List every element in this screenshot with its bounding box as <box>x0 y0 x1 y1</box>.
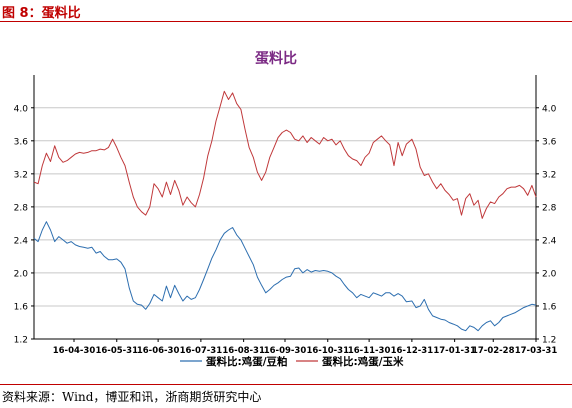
y-tick-label-left: 2.0 <box>14 269 29 279</box>
source-note: 资料来源：Wind，博亚和讯，浙商期货研究中心 <box>2 390 262 404</box>
y-tick-label-right: 4.0 <box>542 104 557 114</box>
y-tick-label-right: 1.2 <box>542 336 556 346</box>
y-tick-label-right: 3.2 <box>542 170 556 180</box>
series-line-2 <box>33 90 537 219</box>
legend: 蛋料比:鸡蛋/豆粕 蛋料比:鸡蛋/玉米 <box>180 355 404 368</box>
axes: 1.2 1.2 1.6 1.6 2.0 2.0 2.4 2.4 2.8 2.8 3.2 3.2 3.6 3… <box>14 75 558 356</box>
legend-label-1: 蛋料比:鸡蛋/豆粕 <box>206 355 288 368</box>
x-tick-label: 16-10-31 <box>306 346 349 356</box>
x-tick-label: 16-09-30 <box>264 346 307 356</box>
y-tick-label-right: 2.4 <box>542 236 557 246</box>
line-chart: 蛋料比 1.2 1.2 1.6 1.6 2.0 2.0 2.4 2.4 2.8 2.8 3.2 3.2… <box>14 50 558 368</box>
series-line-1 <box>33 221 537 332</box>
y-tick-label-left: 4.0 <box>14 104 29 114</box>
footer-rule <box>0 384 572 385</box>
series-lines <box>33 90 537 332</box>
y-tick-label-right: 1.6 <box>542 302 557 312</box>
figure-label: 图 8：蛋料比 <box>2 6 81 21</box>
y-tick-label-left: 1.2 <box>14 336 28 346</box>
x-tick-label: 17-03-31 <box>515 346 558 356</box>
header-rule <box>0 21 572 22</box>
y-tick-label-right: 2.0 <box>542 269 557 279</box>
y-tick-label-left: 1.6 <box>14 302 29 312</box>
y-tick-label-right: 2.8 <box>542 203 557 213</box>
x-tick-label: 16-04-30 <box>53 346 96 356</box>
x-tick-label: 16-11-30 <box>348 346 391 356</box>
x-tick-label: 17-01-31 <box>433 346 476 356</box>
y-tick-label-left: 3.2 <box>14 170 28 180</box>
chart-title: 蛋料比 <box>255 50 297 67</box>
y-tick-label-left: 3.6 <box>14 137 29 147</box>
x-tick-label: 16-06-30 <box>137 346 180 356</box>
x-tick-label: 17-02-28 <box>472 346 515 356</box>
x-tick-label: 16-05-31 <box>95 346 138 356</box>
x-tick-label: 16-12-31 <box>391 346 434 356</box>
y-tick-label-left: 2.4 <box>14 236 29 246</box>
y-tick-label-right: 3.6 <box>542 137 557 147</box>
gridlines <box>34 107 536 340</box>
y-tick-label-left: 2.8 <box>14 203 29 213</box>
chart-container: 蛋料比 1.2 1.2 1.6 1.6 2.0 2.0 2.4 2.4 2.8 2.8 3.2 3.2… <box>0 27 572 382</box>
legend-label-2: 蛋料比:鸡蛋/玉米 <box>322 355 404 368</box>
figure-header: 图 8：蛋料比 <box>0 0 572 24</box>
x-tick-label: 16-08-31 <box>222 346 265 356</box>
x-tick-label: 16-07-31 <box>180 346 223 356</box>
